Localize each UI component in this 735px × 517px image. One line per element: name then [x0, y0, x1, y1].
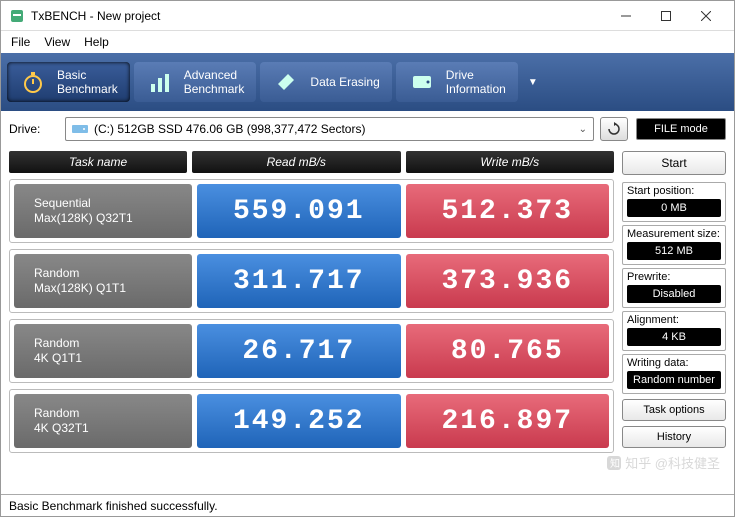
disk-icon — [72, 123, 88, 135]
write-value-cell[interactable]: 80.765 — [406, 324, 610, 378]
menubar: File View Help — [1, 31, 734, 53]
label: Measurement size: — [627, 228, 721, 240]
tab-label: Advanced — [184, 68, 237, 82]
ribbon-chevron-icon[interactable]: ▼ — [522, 77, 544, 88]
label: Prewrite: — [627, 271, 721, 283]
content-area: Task name Read mB/s Write mB/s Sequentia… — [1, 147, 734, 494]
header-write: Write mB/s — [406, 151, 615, 173]
bar-chart-icon — [146, 68, 174, 96]
tab-label: Benchmark — [57, 82, 118, 96]
read-value-cell[interactable]: 149.252 — [197, 394, 401, 448]
chevron-down-icon: ⌄ — [579, 124, 587, 135]
ribbon: BasicBenchmark AdvancedBenchmark Data Er… — [1, 53, 734, 111]
tab-drive-information[interactable]: DriveInformation — [396, 62, 518, 102]
refresh-icon — [606, 121, 622, 137]
read-value-cell[interactable]: 559.091 — [197, 184, 401, 238]
tab-label: Information — [446, 82, 506, 96]
tab-label: Data Erasing — [310, 75, 379, 89]
stopwatch-icon — [19, 68, 47, 96]
erase-icon — [272, 68, 300, 96]
task-name-cell[interactable]: SequentialMax(128K) Q32T1 — [14, 184, 192, 238]
drive-text: (C:) 512GB SSD 476.06 GB (998,377,472 Se… — [94, 122, 579, 136]
drive-select[interactable]: (C:) 512GB SSD 476.06 GB (998,377,472 Se… — [65, 117, 594, 141]
measurement-size-group: Measurement size: 512 MB — [622, 225, 726, 265]
statusbar: Basic Benchmark finished successfully. — [1, 494, 734, 516]
tab-label: Drive — [446, 68, 474, 82]
drivebar: Drive: (C:) 512GB SSD 476.06 GB (998,377… — [1, 111, 734, 147]
header-row: Task name Read mB/s Write mB/s — [9, 151, 614, 173]
task-name-cell[interactable]: Random4K Q1T1 — [14, 324, 192, 378]
status-text: Basic Benchmark finished successfully. — [9, 499, 218, 513]
write-value-cell[interactable]: 512.373 — [406, 184, 610, 238]
writing-data-value[interactable]: Random number — [627, 371, 721, 389]
writing-data-group: Writing data: Random number — [622, 354, 726, 394]
file-mode-indicator[interactable]: FILE mode — [636, 118, 726, 140]
header-read: Read mB/s — [192, 151, 401, 173]
app-icon — [9, 8, 25, 24]
tab-label: Benchmark — [184, 82, 245, 96]
minimize-button[interactable] — [606, 1, 646, 31]
history-button[interactable]: History — [622, 426, 726, 448]
start-position-value[interactable]: 0 MB — [627, 199, 721, 217]
menu-help[interactable]: Help — [84, 35, 109, 49]
drive-label: Drive: — [9, 122, 59, 136]
drive-icon — [408, 68, 436, 96]
start-position-group: Start position: 0 MB — [622, 182, 726, 222]
tab-data-erasing[interactable]: Data Erasing — [260, 62, 391, 102]
close-button[interactable] — [686, 1, 726, 31]
label: Alignment: — [627, 314, 721, 326]
write-value-cell[interactable]: 216.897 — [406, 394, 610, 448]
table-row: RandomMax(128K) Q1T1 311.717 373.936 — [9, 249, 614, 313]
tab-basic-benchmark[interactable]: BasicBenchmark — [7, 62, 130, 102]
titlebar: TxBENCH - New project — [1, 1, 734, 31]
table-row: Random4K Q32T1 149.252 216.897 — [9, 389, 614, 453]
read-value-cell[interactable]: 26.717 — [197, 324, 401, 378]
measurement-size-value[interactable]: 512 MB — [627, 242, 721, 260]
start-button[interactable]: Start — [622, 151, 726, 175]
write-value-cell[interactable]: 373.936 — [406, 254, 610, 308]
task-name-cell[interactable]: Random4K Q32T1 — [14, 394, 192, 448]
tab-advanced-benchmark[interactable]: AdvancedBenchmark — [134, 62, 257, 102]
results-panel: Task name Read mB/s Write mB/s Sequentia… — [9, 151, 614, 490]
table-row: Random4K Q1T1 26.717 80.765 — [9, 319, 614, 383]
read-value-cell[interactable]: 311.717 — [197, 254, 401, 308]
refresh-button[interactable] — [600, 117, 628, 141]
menu-view[interactable]: View — [44, 35, 70, 49]
prewrite-group: Prewrite: Disabled — [622, 268, 726, 308]
window-title: TxBENCH - New project — [31, 9, 606, 23]
label: Start position: — [627, 185, 721, 197]
task-name-cell[interactable]: RandomMax(128K) Q1T1 — [14, 254, 192, 308]
menu-file[interactable]: File — [11, 35, 30, 49]
alignment-group: Alignment: 4 KB — [622, 311, 726, 351]
maximize-button[interactable] — [646, 1, 686, 31]
label: Writing data: — [627, 357, 721, 369]
header-task: Task name — [9, 151, 187, 173]
sidebar: Start Start position: 0 MB Measurement s… — [622, 151, 726, 490]
alignment-value[interactable]: 4 KB — [627, 328, 721, 346]
table-row: SequentialMax(128K) Q32T1 559.091 512.37… — [9, 179, 614, 243]
task-options-button[interactable]: Task options — [622, 399, 726, 421]
prewrite-value[interactable]: Disabled — [627, 285, 721, 303]
tab-label: Basic — [57, 68, 86, 82]
